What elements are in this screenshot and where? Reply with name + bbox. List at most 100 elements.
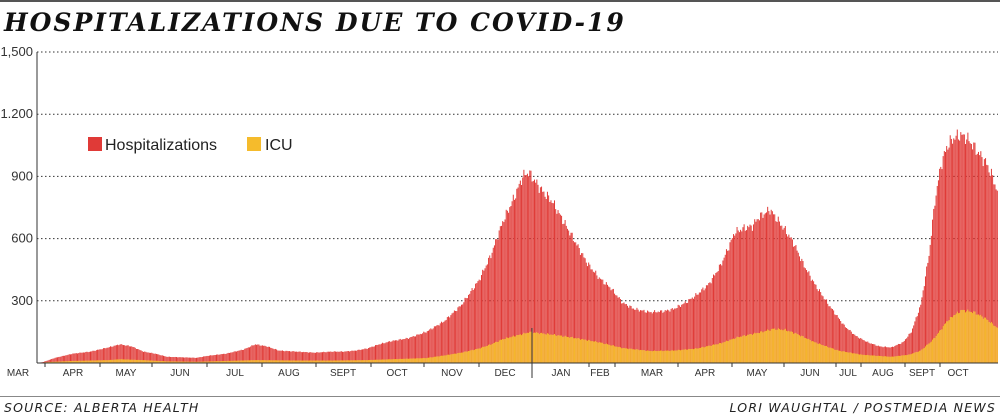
hospitalizations-bar (949, 135, 951, 363)
icu-bar (588, 339, 590, 363)
hospitalizations-bar (948, 147, 950, 363)
icu-bar (939, 330, 941, 363)
icu-bar (93, 360, 95, 363)
icu-bar (802, 336, 804, 363)
hospitalizations-bar (444, 320, 446, 363)
icu-bar (884, 356, 886, 363)
icu-bar (115, 359, 117, 363)
hospitalizations-bar (250, 346, 252, 363)
hospitalizations-bar (47, 360, 49, 363)
icu-bar (164, 361, 166, 363)
icu-bar (331, 360, 333, 363)
hospitalizations-bar (86, 351, 88, 363)
icu-bar (146, 360, 148, 363)
hospitalizations-bar (990, 168, 992, 363)
icu-bar (675, 350, 677, 363)
hospitalizations-bar (632, 308, 634, 363)
icu-bar (707, 346, 709, 363)
hospitalizations-bar (362, 349, 364, 363)
icu-bar (798, 335, 800, 363)
icu-bar (97, 360, 99, 363)
icu-bar (298, 360, 300, 363)
hospitalizations-bar (506, 210, 508, 363)
hospitalizations-bar (82, 352, 84, 363)
hospitalizations-bar (488, 257, 490, 363)
y-tick-label: 600 (11, 231, 33, 246)
icu-bar (158, 360, 160, 363)
hospitalizations-bar (758, 220, 760, 363)
icu-bar (106, 360, 108, 363)
icu-bar (599, 342, 601, 363)
icu-bar (897, 355, 899, 363)
icu-bar (68, 361, 70, 363)
icu-bar (594, 341, 596, 363)
icu-bar (943, 324, 945, 363)
icu-bar (358, 360, 360, 363)
x-tick-label: DEC (494, 368, 515, 379)
icu-bar (305, 360, 307, 363)
icu-bar (503, 339, 505, 363)
hospitalizations-bar (442, 322, 444, 363)
icu-bar (696, 348, 698, 363)
icu-bar (996, 327, 998, 363)
icu-bar (703, 347, 705, 363)
hospitalizations-bar (753, 224, 755, 363)
icu-bar (723, 342, 725, 363)
hospitalizations-bar (729, 242, 731, 363)
hospitalizations-bar (656, 312, 658, 363)
hospitalizations-bar (66, 355, 68, 363)
icu-bar (989, 323, 991, 363)
hospitalizations-bar (181, 357, 183, 363)
icu-bar (866, 355, 868, 363)
hospitalizations-bar (807, 272, 809, 363)
hospitalizations-bar (183, 357, 185, 363)
icu-bar (578, 338, 580, 363)
hospitalizations-bar (525, 175, 527, 363)
hospitalizations-bar (369, 347, 371, 363)
hospitalizations-bar (354, 350, 356, 363)
icu-bar (294, 360, 296, 363)
icu-bar (365, 360, 367, 363)
icu-bar (505, 337, 507, 363)
icu-bar (74, 360, 76, 363)
icu-bar (595, 340, 597, 363)
hospitalizations-bar (972, 149, 974, 363)
icu-bar (698, 347, 700, 363)
hospitalizations-bar (356, 350, 358, 363)
hospitalizations-bar (683, 303, 685, 363)
hospitalizations-bar (907, 336, 909, 363)
icu-bar (499, 339, 501, 363)
hospitalizations-bar (854, 334, 856, 363)
icu-bar (954, 315, 956, 363)
icu-bar (913, 353, 915, 363)
hospitalizations-bar (124, 345, 126, 363)
icu-bar (767, 329, 769, 363)
icu-bar (716, 344, 718, 363)
hospitalizations-bar (285, 350, 287, 363)
icu-bar (582, 338, 584, 363)
icu-bar (163, 361, 165, 363)
icu-bar (831, 348, 833, 363)
hospitalizations-bar (894, 345, 896, 363)
hospitalizations-bar (411, 336, 413, 363)
icu-bar (937, 332, 939, 363)
icu-bar (333, 360, 335, 363)
icu-bar (51, 361, 53, 363)
hospitalizations-bar (565, 225, 567, 363)
icu-bar (357, 360, 359, 363)
hospitalizations-bar (121, 344, 123, 363)
icu-bar (170, 361, 172, 363)
hospitalizations-bar (185, 357, 187, 363)
icu-bar (861, 354, 863, 363)
hospitalizations-bar (575, 242, 577, 363)
icu-bar (570, 337, 572, 363)
icu-bar (405, 358, 407, 363)
hospitalizations-bar (428, 330, 429, 363)
hospitalizations-bar (114, 345, 116, 363)
icu-bar (118, 359, 120, 363)
hospitalizations-bar (278, 350, 280, 363)
icu-bar (636, 349, 638, 363)
hospitalizations-bar (221, 354, 223, 363)
icu-bar (690, 349, 692, 363)
hospitalizations-bar (272, 348, 274, 363)
